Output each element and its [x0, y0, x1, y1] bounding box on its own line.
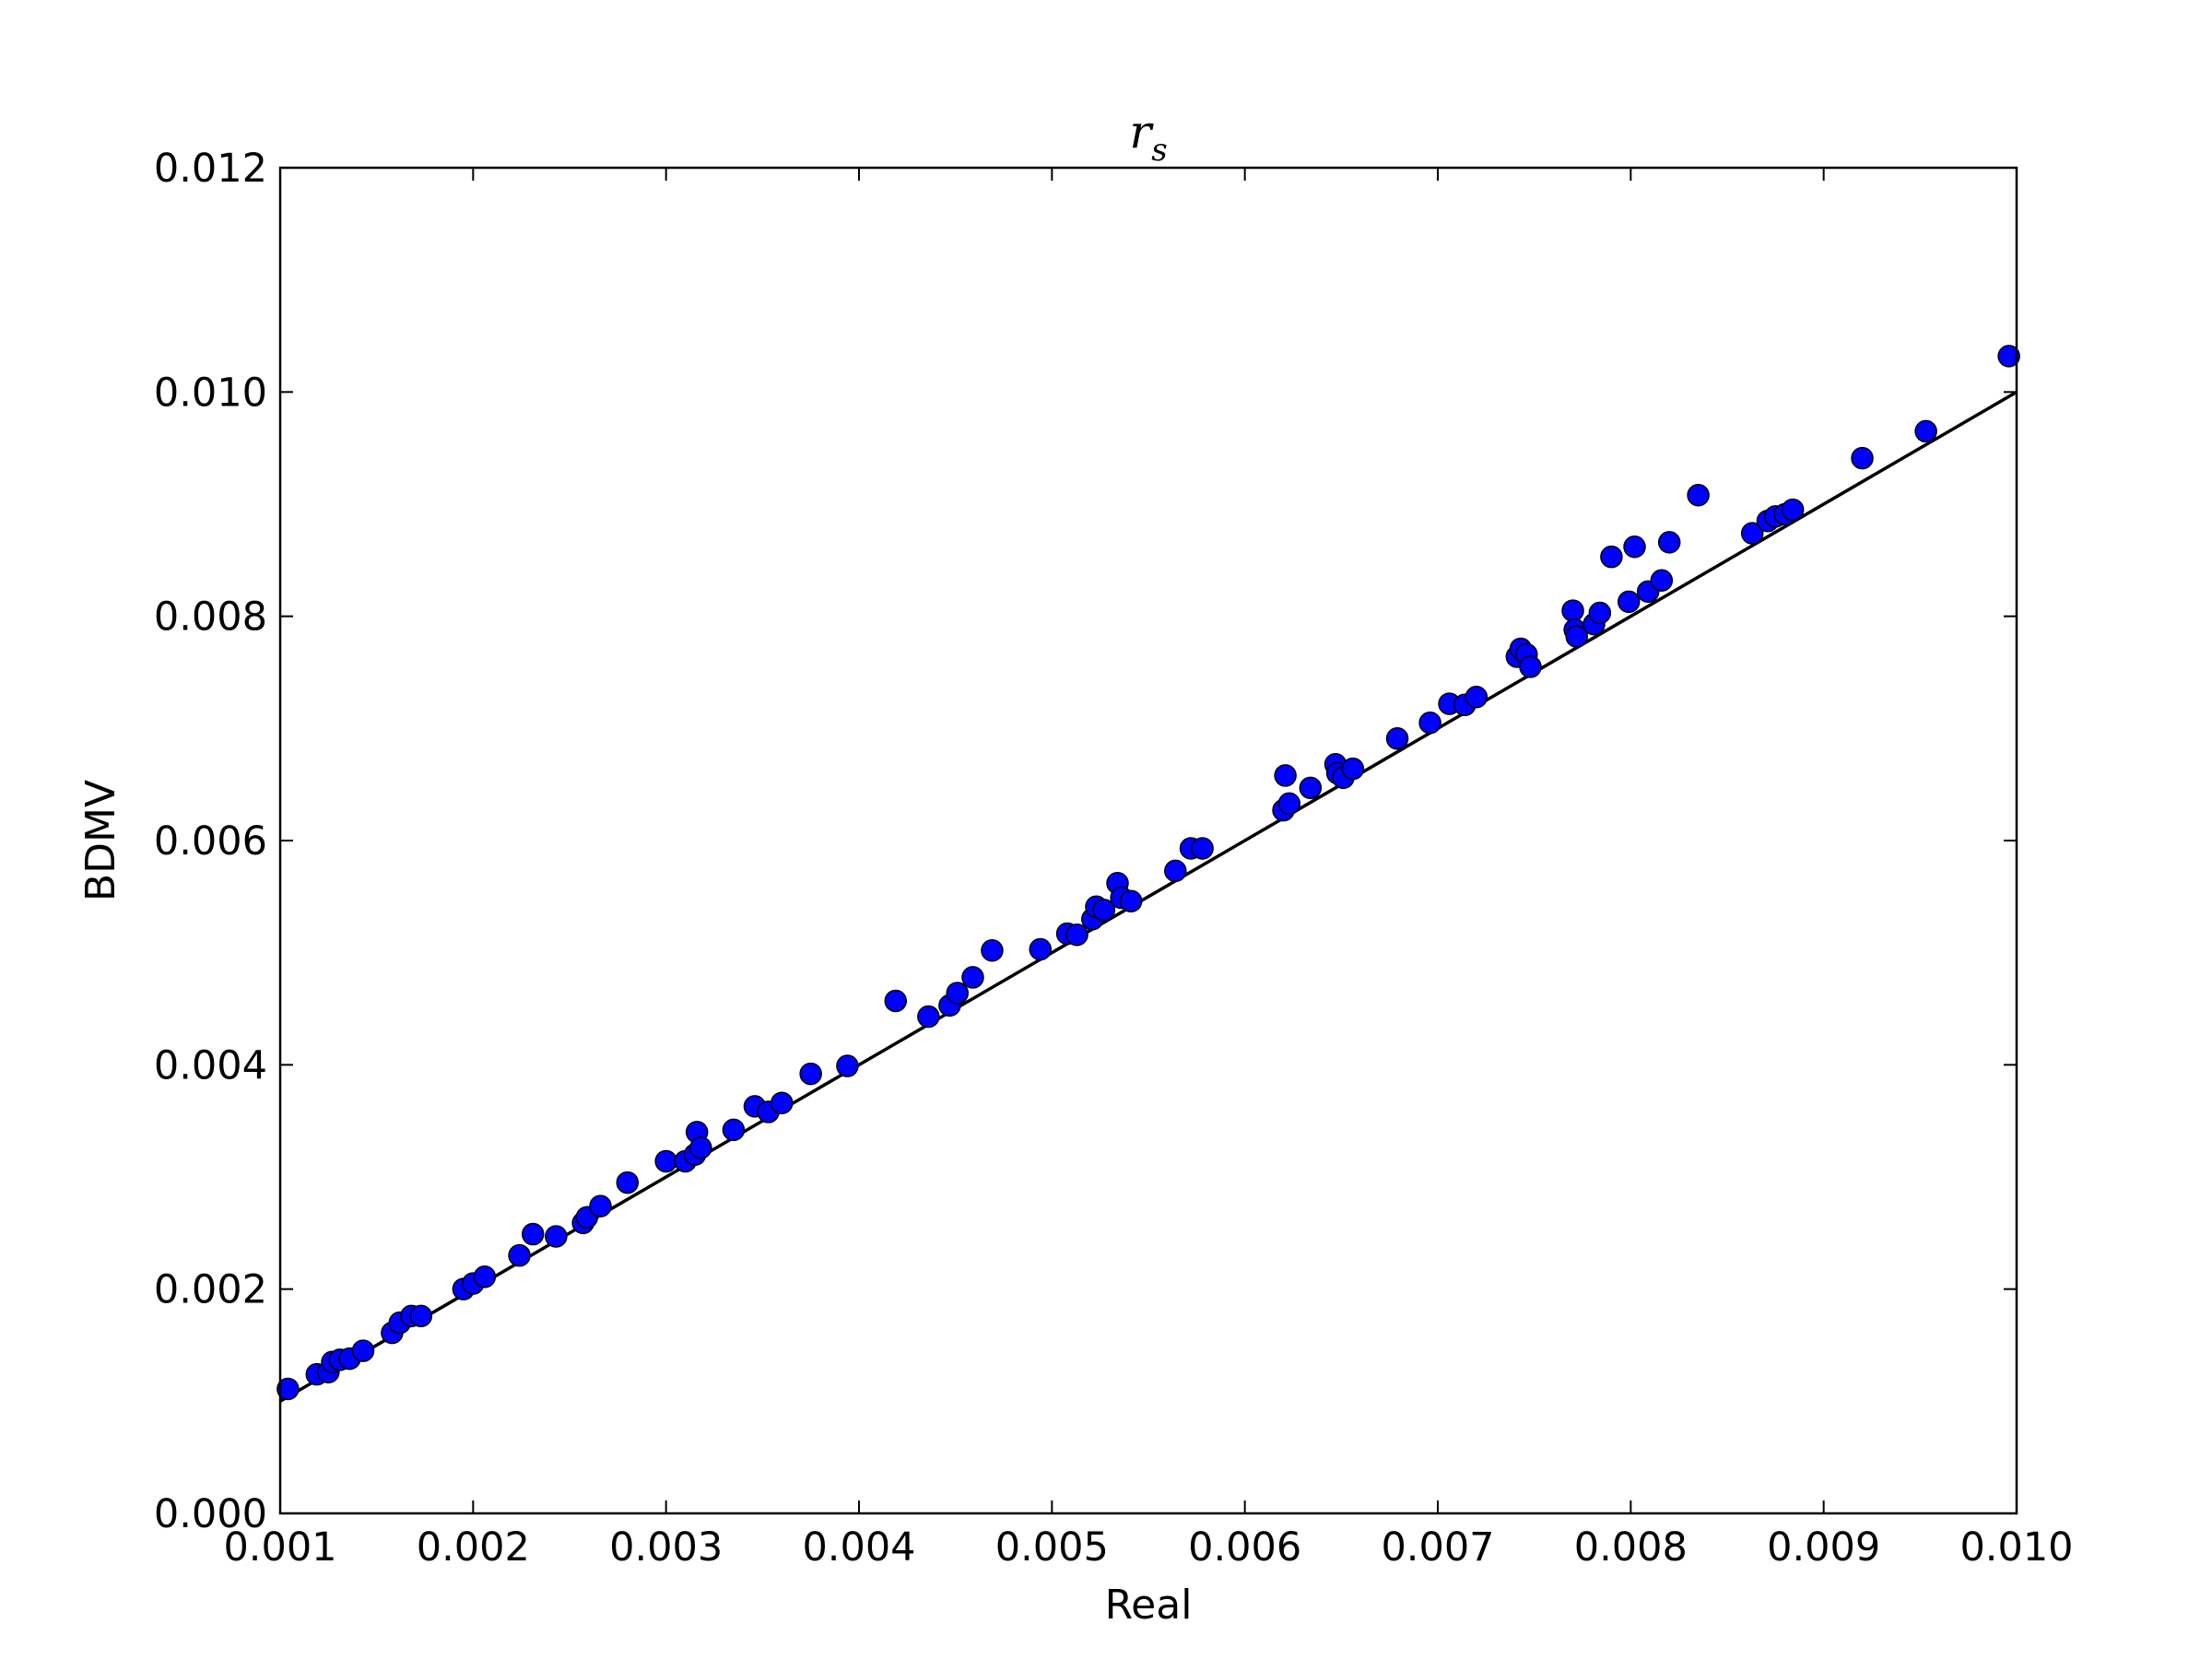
reference-line-group: [279, 390, 2018, 1403]
data-point: [1623, 535, 1646, 559]
data-point: [473, 1265, 497, 1288]
data-point: [961, 966, 984, 989]
data-point: [1092, 899, 1116, 922]
data-point: [836, 1054, 859, 1077]
data-point: [589, 1194, 612, 1218]
y-axis-label: BDMV: [77, 780, 124, 901]
x-tick-label: 0.006: [1188, 1524, 1301, 1571]
x-tick-label: 0.005: [995, 1524, 1109, 1571]
data-point: [1650, 569, 1674, 592]
data-point: [1561, 599, 1584, 622]
data-point: [1065, 923, 1088, 947]
data-point: [722, 1118, 746, 1142]
data-point: [981, 938, 1004, 962]
plot-area-background: [280, 168, 2017, 1513]
data-point: [1274, 764, 1297, 787]
y-tick-label: 0.012: [154, 146, 267, 192]
x-tick-label: 0.003: [609, 1524, 723, 1571]
data-point: [1657, 531, 1681, 554]
data-point: [1119, 889, 1143, 912]
data-point: [1341, 757, 1365, 781]
y-tick-label: 0.000: [154, 1491, 267, 1537]
data-point: [1191, 837, 1214, 860]
data-point: [276, 1377, 300, 1401]
data-point: [1600, 545, 1623, 569]
data-point: [917, 1005, 940, 1029]
data-point: [1617, 590, 1641, 614]
x-tick-label: 0.007: [1381, 1524, 1494, 1571]
data-point: [545, 1225, 568, 1248]
data-point: [654, 1149, 677, 1173]
x-tick-label: 0.008: [1574, 1524, 1688, 1571]
data-point: [799, 1062, 822, 1086]
y-tick-label: 0.002: [154, 1267, 267, 1313]
data-point: [1740, 522, 1764, 545]
data-point: [1687, 484, 1710, 507]
data-points-group: [276, 345, 2020, 1401]
data-point: [946, 982, 970, 1005]
y-axis-ticks: 0.000 0.002 0.004 0.006 0.008 0.010 0.012: [154, 146, 2017, 1537]
data-point: [1029, 937, 1053, 961]
data-point: [508, 1243, 531, 1267]
data-point: [409, 1304, 433, 1328]
data-point: [1465, 686, 1488, 709]
x-axis-ticks: 0.001 0.002 0.003 0.004 0.005 0.006 0.007 0.008…: [223, 168, 2074, 1571]
data-point: [1781, 498, 1805, 522]
data-point: [1588, 601, 1612, 625]
y-tick-label: 0.004: [154, 1042, 267, 1088]
data-point: [1851, 446, 1874, 470]
data-point: [884, 989, 908, 1013]
data-point: [1565, 625, 1588, 648]
chart-title-subscript: s: [1151, 132, 1167, 169]
x-tick-label: 0.010: [1959, 1524, 2073, 1571]
data-point: [616, 1171, 640, 1194]
data-point: [1519, 655, 1542, 678]
x-tick-label: 0.002: [417, 1524, 530, 1571]
data-point: [1914, 419, 1937, 443]
data-point: [1299, 776, 1323, 800]
data-point: [771, 1091, 794, 1114]
y-tick-label: 0.006: [154, 818, 267, 865]
data-point: [1277, 792, 1301, 816]
data-point: [1164, 859, 1187, 883]
chart-title: rs: [1129, 105, 1167, 169]
y-tick-label: 0.008: [154, 594, 267, 641]
x-tick-label: 0.001: [223, 1524, 336, 1571]
x-tick-label: 0.009: [1767, 1524, 1880, 1571]
data-point: [1997, 345, 2020, 368]
reference-line: [279, 390, 2018, 1403]
chart-title-main: r: [1129, 105, 1154, 159]
data-point: [689, 1136, 712, 1159]
data-point: [521, 1222, 545, 1246]
y-tick-label: 0.010: [154, 370, 267, 416]
data-point: [351, 1339, 375, 1362]
x-axis-label: Real: [1105, 1582, 1193, 1629]
x-tick-label: 0.004: [802, 1524, 915, 1571]
data-point: [1385, 727, 1409, 750]
data-point: [1418, 712, 1441, 735]
